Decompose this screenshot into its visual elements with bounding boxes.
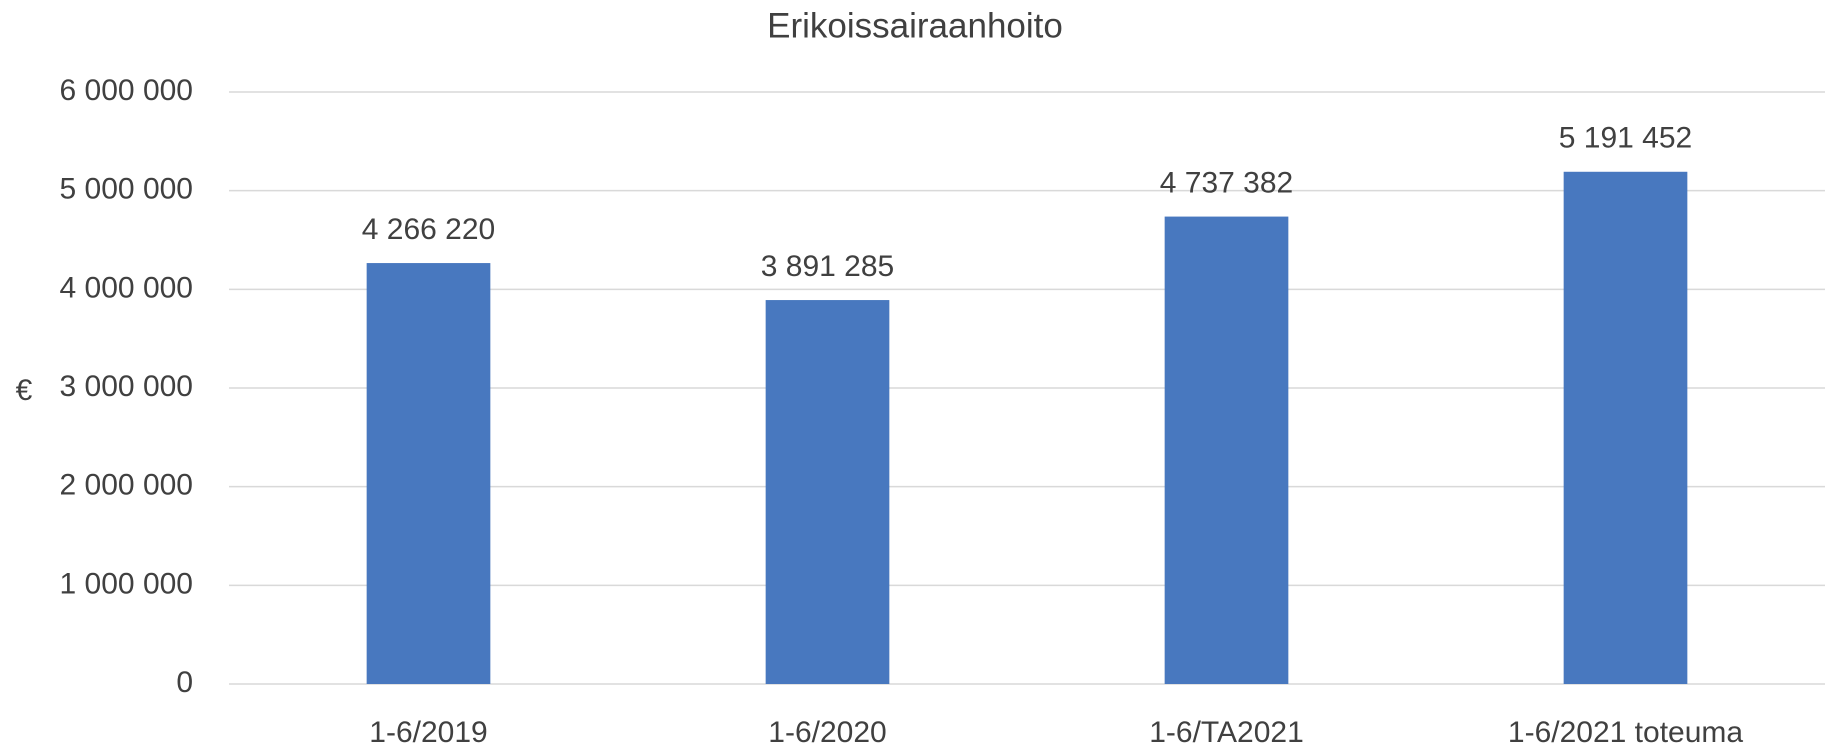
data-label: 3 891 285	[761, 250, 894, 283]
x-tick-label: 1-6/2021 toteuma	[1508, 716, 1743, 749]
y-tick-label: 2 000 000	[60, 469, 193, 502]
bar	[765, 300, 890, 684]
x-tick-label: 1-6/2020	[768, 716, 886, 749]
y-tick-label: 4 000 000	[60, 271, 193, 304]
y-tick-label: 6 000 000	[60, 74, 193, 107]
data-label: 5 191 452	[1559, 122, 1692, 155]
bar	[366, 263, 491, 684]
data-label: 4 737 382	[1160, 167, 1293, 200]
y-tick-label: 0	[176, 666, 193, 699]
chart-title: Erikoissairaanhoito	[767, 6, 1063, 45]
y-tick-label: 1 000 000	[60, 567, 193, 600]
bar	[1563, 171, 1688, 684]
x-tick-label: 1-6/TA2021	[1149, 716, 1304, 749]
x-tick-label: 1-6/2019	[369, 716, 487, 749]
data-label: 4 266 220	[362, 213, 495, 246]
y-tick-label: 3 000 000	[60, 370, 193, 403]
y-tick-label: 5 000 000	[60, 173, 193, 206]
bar	[1164, 216, 1289, 684]
y-axis-label: €	[16, 374, 33, 407]
